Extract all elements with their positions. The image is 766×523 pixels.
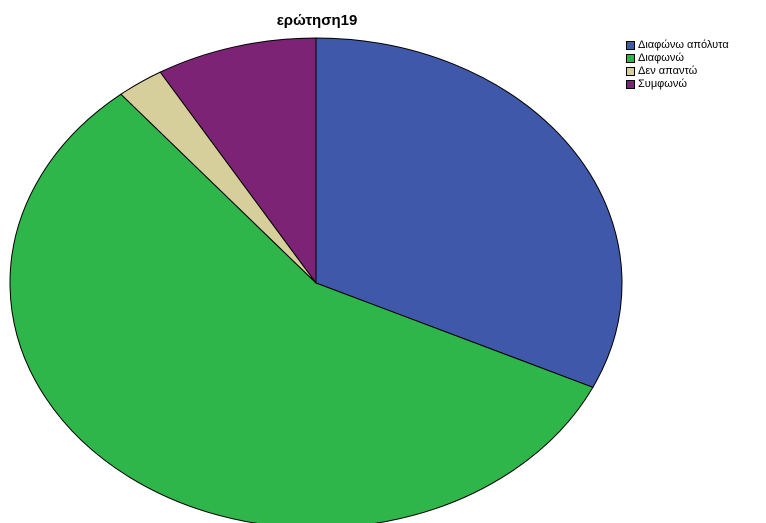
pie-slice-4 (159, 37, 317, 285)
pie-slice-2 (9, 93, 594, 523)
legend-label: Δεν απαντώ (638, 65, 698, 77)
chart-title: ερώτηση19 (276, 12, 358, 29)
legend-item-4: Συμφωνώ (626, 78, 729, 91)
legend-item-3: Δεν απαντώ (626, 65, 729, 78)
legend-label: Διαφώνω απόλυτα (638, 39, 729, 51)
pie-slice-1 (315, 37, 623, 388)
legend-swatch (626, 54, 635, 63)
legend-item-1: Διαφώνω απόλυτα (626, 39, 729, 52)
legend-label: Διαφωνώ (638, 52, 684, 64)
legend-item-2: Διαφωνώ (626, 52, 729, 65)
legend-swatch (626, 80, 635, 89)
legend-swatch (626, 67, 635, 76)
legend-swatch (626, 41, 635, 50)
legend-label: Συμφωνώ (638, 78, 687, 90)
pie-slices (9, 37, 623, 523)
legend: Διαφώνω απόλυτα Διαφωνώ Δεν απαντώ Συμφωνώ (626, 39, 729, 91)
